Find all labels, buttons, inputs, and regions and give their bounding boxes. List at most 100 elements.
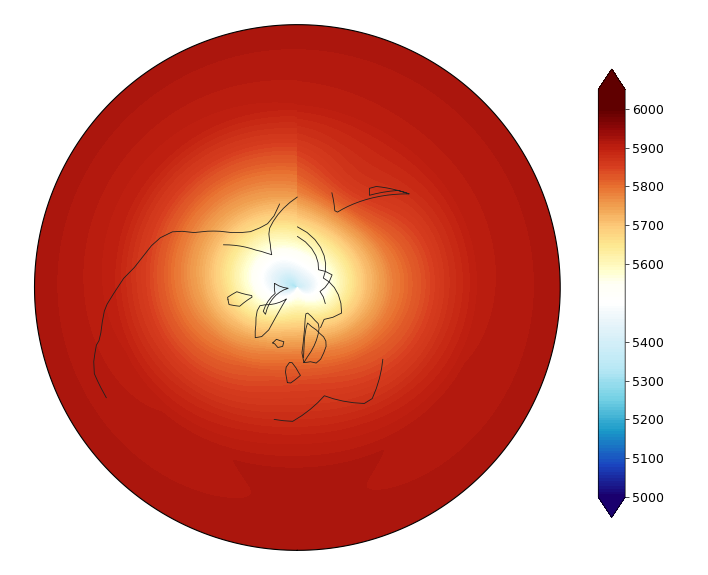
Point xyxy=(292,283,303,292)
Point xyxy=(292,283,303,292)
Point xyxy=(292,283,303,292)
Point xyxy=(292,283,303,292)
PathPatch shape xyxy=(598,497,625,518)
Point xyxy=(292,283,303,292)
Point xyxy=(292,283,303,292)
Point xyxy=(292,283,303,292)
Point xyxy=(292,283,303,292)
Point xyxy=(292,283,303,292)
Point xyxy=(292,283,303,292)
Point xyxy=(292,283,303,292)
Point xyxy=(292,283,303,292)
Point xyxy=(292,283,303,292)
Point xyxy=(292,283,303,292)
Point xyxy=(292,283,303,292)
Point xyxy=(292,283,303,292)
Point xyxy=(292,283,303,292)
Point xyxy=(292,283,303,292)
Point xyxy=(292,283,303,292)
Point xyxy=(292,283,303,292)
Point xyxy=(292,283,303,292)
Point xyxy=(292,283,303,292)
Point xyxy=(292,283,303,292)
Point xyxy=(292,283,303,292)
Point xyxy=(292,283,303,292)
Point xyxy=(292,283,303,292)
Point xyxy=(292,283,303,292)
Point xyxy=(292,283,303,292)
Point xyxy=(292,283,303,292)
Point xyxy=(292,283,303,292)
Point xyxy=(292,283,303,292)
Point xyxy=(292,283,303,292)
Point xyxy=(292,283,303,292)
Point xyxy=(292,283,303,292)
Point xyxy=(292,283,303,292)
PathPatch shape xyxy=(598,69,625,89)
Point xyxy=(292,283,303,292)
Point xyxy=(292,283,303,292)
Point xyxy=(292,283,303,292)
Point xyxy=(292,283,303,292)
Point xyxy=(292,283,303,292)
Point xyxy=(292,283,303,292)
Point xyxy=(292,283,303,292)
Point xyxy=(292,283,303,292)
Point xyxy=(292,283,303,292)
Point xyxy=(292,283,303,292)
Point xyxy=(292,283,303,292)
Point xyxy=(292,283,303,292)
Point xyxy=(292,283,303,292)
Point xyxy=(292,283,303,292)
Point xyxy=(292,283,303,292)
Point xyxy=(292,283,303,292)
Point xyxy=(292,283,303,292)
Point xyxy=(292,283,303,292)
Point xyxy=(292,283,303,292)
Point xyxy=(292,283,303,292)
Point xyxy=(292,283,303,292)
Point xyxy=(292,283,303,292)
Point xyxy=(292,283,303,292)
Point xyxy=(292,283,303,292)
Point xyxy=(292,283,303,292)
Point xyxy=(292,283,303,292)
Point xyxy=(292,283,303,292)
Point xyxy=(292,283,303,292)
Point xyxy=(292,283,303,292)
Point xyxy=(292,283,303,292)
Point xyxy=(292,283,303,292)
Point xyxy=(292,283,303,292)
Point xyxy=(292,283,303,292)
Point xyxy=(292,283,303,292)
Point xyxy=(292,283,303,292)
Point xyxy=(292,283,303,292)
Point xyxy=(292,283,303,292)
Point xyxy=(292,283,303,292)
Point xyxy=(292,283,303,292)
Point xyxy=(292,283,303,292)
Point xyxy=(292,283,303,292)
Point xyxy=(292,283,303,292)
Point xyxy=(292,283,303,292)
Point xyxy=(292,283,303,292)
Point xyxy=(292,283,303,292)
Point xyxy=(292,283,303,292)
Point xyxy=(292,283,303,292)
Point xyxy=(292,283,303,292)
Point xyxy=(292,283,303,292)
Point xyxy=(292,283,303,292)
Point xyxy=(292,283,303,292)
Point xyxy=(292,283,303,292)
Point xyxy=(292,283,303,292)
Point xyxy=(292,283,303,292)
Point xyxy=(292,283,303,292)
Point xyxy=(292,283,303,292)
Point xyxy=(292,283,303,292)
Point xyxy=(292,283,303,292)
Point xyxy=(292,283,303,292)
Point xyxy=(292,283,303,292)
Point xyxy=(292,283,303,292)
Point xyxy=(292,283,303,292)
Point xyxy=(292,283,303,292)
